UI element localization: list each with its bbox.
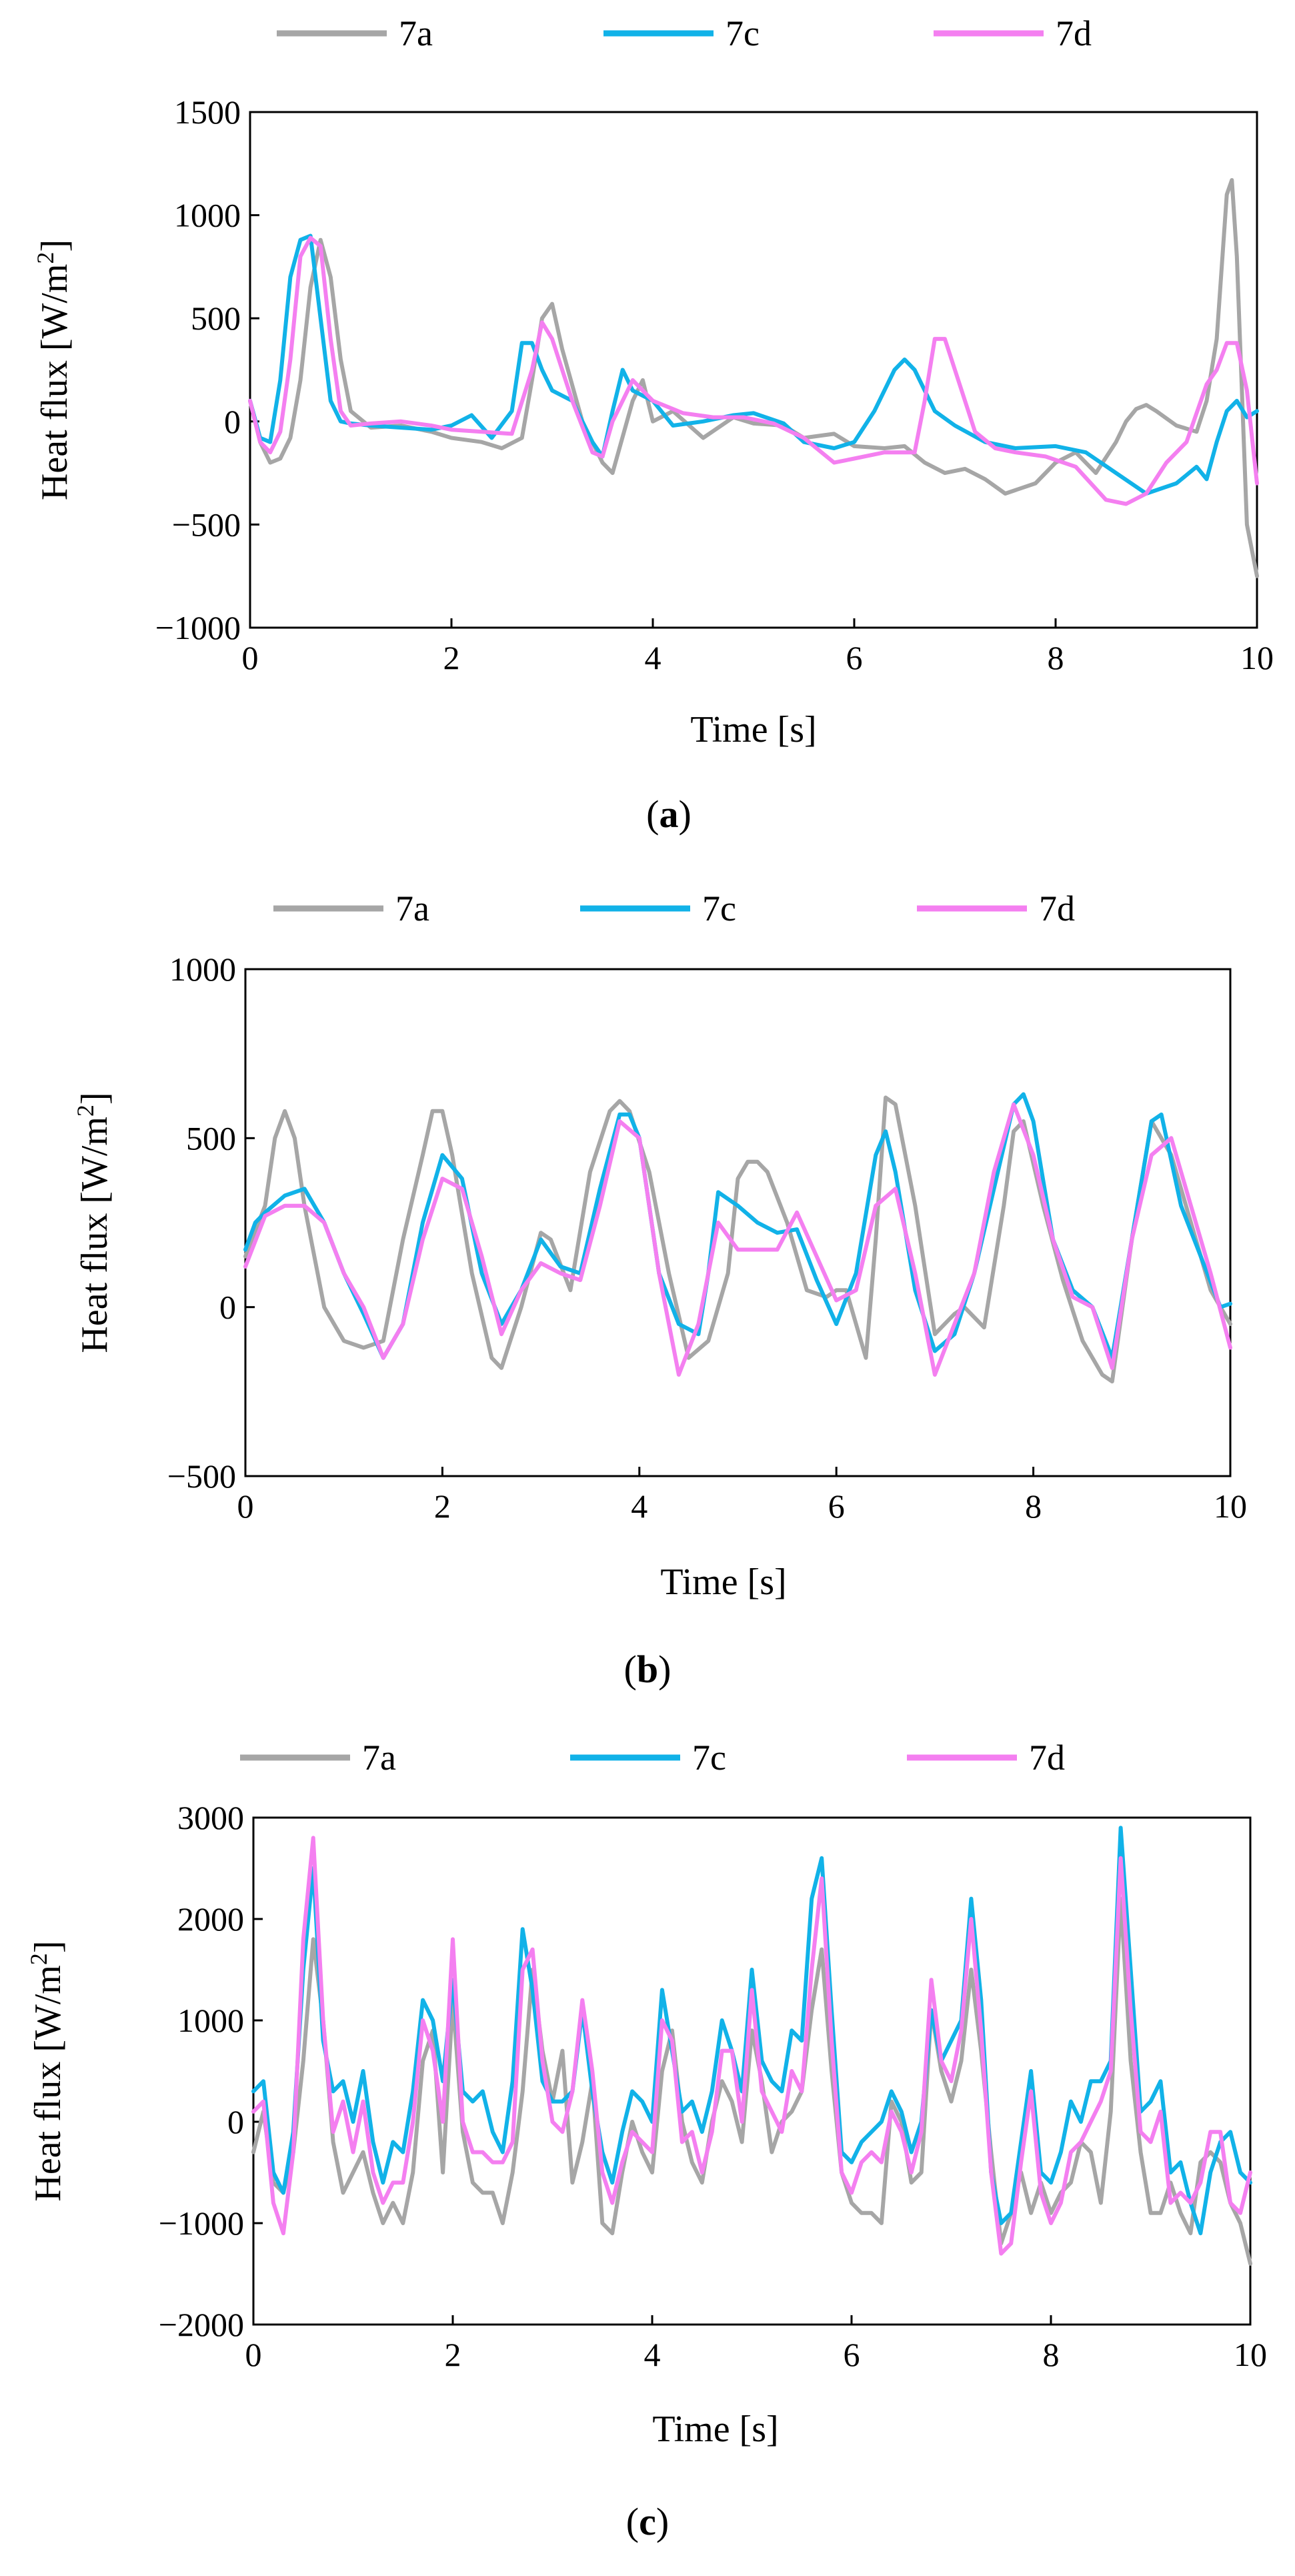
x-tick-label: 8: [1025, 1487, 1042, 1525]
xlabel-c: Time [s]: [652, 2409, 778, 2450]
caption-b-letter: b: [637, 1648, 658, 1691]
ylabel-c-sup: 2: [25, 1953, 52, 1965]
x-tick-label: 4: [644, 2336, 661, 2373]
series-group-c: [251, 1826, 1252, 2266]
y-tick-label: 3000: [177, 1799, 244, 1836]
panel-a: 7a 7c 7d −1000 −500 0 500 1000 1500 0 2 4 6 8 10 He…: [32, 13, 1274, 836]
caption-a-open: (: [646, 792, 659, 836]
ylabel-b-sup: 2: [72, 1105, 99, 1117]
legend-label-7a: 7a: [362, 1738, 396, 1778]
x-tick-label: 6: [846, 639, 863, 676]
caption-c-letter: c: [639, 2500, 656, 2543]
x-tick-label: 10: [1240, 639, 1274, 676]
axis-ticks-a: −1000 −500 0 500 1000 1500 0 2 4 6 8 10: [155, 93, 1274, 676]
legend-label-7c: 7c: [692, 1738, 726, 1778]
series-group-a: [248, 178, 1259, 578]
x-tick-label: 6: [844, 2336, 860, 2373]
y-tick-label: 500: [191, 299, 241, 337]
x-tick-label: 8: [1043, 2336, 1060, 2373]
ylabel-a-close: ]: [34, 239, 75, 252]
x-tick-label: 4: [645, 639, 662, 676]
caption-b: (b): [624, 1648, 672, 1691]
x-tick-label: 4: [631, 1487, 648, 1525]
y-tick-label: 1000: [174, 197, 241, 234]
series-line-7c: [251, 1826, 1252, 2236]
series-line-7d: [248, 235, 1259, 506]
caption-b-close: ): [658, 1648, 671, 1691]
caption-c-open: (: [626, 2500, 639, 2543]
plot-area-a: −1000 −500 0 500 1000 1500 0 2 4 6 8 10: [155, 93, 1274, 676]
caption-b-open: (: [624, 1648, 637, 1691]
x-tick-label: 2: [445, 2336, 461, 2373]
series-line-7c: [243, 1092, 1232, 1360]
ylabel-a: Heat flux [W/m2]: [32, 239, 75, 500]
x-tick-label: 6: [828, 1487, 845, 1525]
y-tick-label: −500: [172, 506, 241, 543]
caption-a: (a): [646, 792, 692, 836]
y-tick-label: 1000: [177, 2002, 244, 2039]
caption-c-close: ): [656, 2500, 669, 2543]
legend-label-7a: 7a: [395, 888, 429, 928]
y-tick-label: 2000: [177, 1900, 244, 1938]
series-group-b: [243, 1092, 1232, 1384]
ylabel-c: Heat flux [W/m2]: [25, 1940, 69, 2201]
xlabel-b: Time [s]: [660, 1561, 786, 1603]
legend-c: 7a 7c 7d: [240, 1738, 1065, 1778]
series-line-7d: [251, 1836, 1252, 2256]
x-tick-label: 8: [1048, 639, 1064, 676]
y-tick-label: −2000: [159, 2306, 244, 2343]
legend-b: 7a 7c 7d: [273, 888, 1075, 928]
legend-label-7c: 7c: [702, 888, 736, 928]
y-tick-label: −1000: [155, 609, 241, 646]
y-tick-label: 1500: [174, 93, 241, 131]
ylabel-b: Heat flux [W/m2]: [72, 1092, 115, 1353]
ylabel-b-text: Heat flux [W/m: [74, 1117, 115, 1353]
legend-a: 7a 7c 7d: [277, 13, 1092, 53]
x-tick-label: 10: [1214, 1487, 1247, 1525]
series-line-7d: [243, 1102, 1232, 1377]
legend-label-7d: 7d: [1029, 1738, 1065, 1778]
caption-c: (c): [626, 2500, 669, 2543]
y-tick-label: −1000: [159, 2204, 244, 2242]
x-tick-label: 2: [443, 639, 460, 676]
plot-area-c: −2000 −1000 0 1000 2000 3000 0 2 4 6 8 10: [159, 1799, 1267, 2373]
ylabel-b-close: ]: [74, 1092, 115, 1105]
legend-label-7d: 7d: [1056, 13, 1092, 53]
plot-frame-b: [244, 968, 1232, 1477]
y-tick-label: 0: [224, 403, 241, 440]
series-line-7a: [251, 1896, 1252, 2266]
caption-a-close: ): [679, 792, 692, 836]
caption-a-letter: a: [660, 792, 679, 836]
y-tick-label: 500: [186, 1119, 236, 1157]
y-tick-label: 0: [219, 1289, 236, 1326]
x-tick-label: 0: [245, 2336, 262, 2373]
series-line-7a: [248, 178, 1259, 578]
ylabel-c-text: Heat flux [W/m: [27, 1965, 69, 2202]
plot-frame-a: [249, 111, 1258, 629]
axis-ticks-c: −2000 −1000 0 1000 2000 3000 0 2 4 6 8 10: [159, 1799, 1267, 2373]
legend-label-7a: 7a: [399, 13, 433, 53]
xlabel-a: Time [s]: [690, 709, 816, 750]
ylabel-c-close: ]: [27, 1940, 69, 1953]
ylabel-a-sup: 2: [32, 252, 59, 264]
legend-label-7d: 7d: [1039, 888, 1075, 928]
plot-frame-c: [252, 1816, 1252, 2326]
y-tick-label: −500: [167, 1457, 236, 1495]
legend-label-7c: 7c: [726, 13, 760, 53]
x-tick-label: 0: [242, 639, 259, 676]
x-tick-label: 2: [434, 1487, 451, 1525]
y-tick-label: 0: [227, 2103, 244, 2140]
x-tick-label: 0: [237, 1487, 254, 1525]
ylabel-a-text: Heat flux [W/m: [34, 264, 75, 501]
y-tick-label: 1000: [169, 950, 236, 988]
x-tick-label: 10: [1234, 2336, 1267, 2373]
